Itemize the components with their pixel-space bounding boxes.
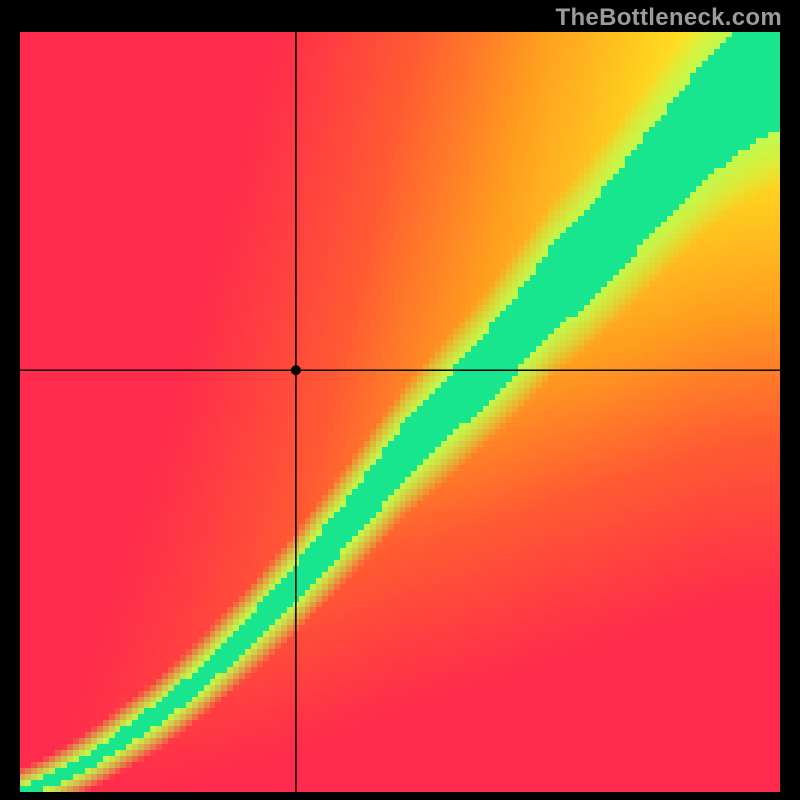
watermark-text: TheBottleneck.com — [556, 4, 782, 32]
chart-stage: TheBottleneck.com — [0, 0, 800, 800]
heatmap-canvas — [20, 32, 780, 792]
